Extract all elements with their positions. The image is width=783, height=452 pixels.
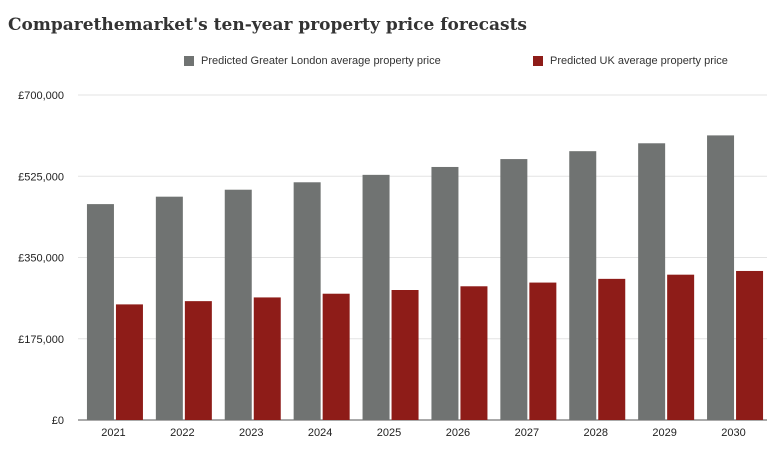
legend-item-uk: Predicted UK average property price: [533, 55, 728, 67]
bar-uk-2029: [667, 274, 695, 420]
y-tick-label: £175,000: [18, 334, 64, 346]
legend: Predicted Greater London average propert…: [0, 55, 783, 71]
x-tick-label: 2022: [170, 427, 194, 439]
bar-london-2023: [224, 189, 252, 420]
legend-label-london: Predicted Greater London average propert…: [201, 55, 441, 67]
bar-uk-2022: [184, 301, 212, 420]
bar-uk-2027: [529, 282, 557, 420]
bar-uk-2030: [736, 270, 764, 420]
bar-london-2028: [569, 151, 597, 420]
y-tick-label: £700,000: [18, 90, 64, 102]
bar-london-2027: [500, 159, 528, 421]
bar-uk-2026: [460, 286, 488, 420]
x-tick-label: 2027: [515, 427, 539, 439]
bar-london-2030: [707, 135, 735, 420]
bar-london-2029: [638, 143, 666, 421]
bar-uk-2025: [391, 290, 419, 420]
x-tick-label: 2021: [101, 427, 125, 439]
bar-uk-2021: [115, 304, 143, 420]
bar-uk-2023: [253, 297, 281, 420]
x-tick-label: 2025: [377, 427, 401, 439]
y-tick-label: £0: [52, 415, 64, 427]
bar-london-2021: [86, 204, 114, 420]
legend-label-uk: Predicted UK average property price: [550, 55, 728, 67]
bar-uk-2028: [598, 278, 626, 420]
legend-item-london: Predicted Greater London average propert…: [184, 55, 441, 67]
bar-london-2026: [431, 166, 459, 420]
chart-title: Comparethemarket's ten-year property pri…: [8, 15, 527, 35]
x-tick-label: 2026: [446, 427, 470, 439]
bar-uk-2024: [322, 293, 350, 420]
x-tick-label: 2023: [239, 427, 263, 439]
y-tick-label: £525,000: [18, 171, 64, 183]
bar-london-2022: [155, 196, 183, 420]
bar-london-2024: [293, 182, 321, 420]
bar-london-2025: [362, 174, 390, 420]
legend-swatch-london: [184, 56, 194, 66]
x-tick-label: 2029: [652, 427, 676, 439]
x-tick-label: 2028: [584, 427, 608, 439]
y-tick-label: £350,000: [18, 253, 64, 265]
x-tick-label: 2030: [721, 427, 745, 439]
x-tick-label: 2024: [308, 427, 332, 439]
legend-swatch-uk: [533, 56, 543, 66]
